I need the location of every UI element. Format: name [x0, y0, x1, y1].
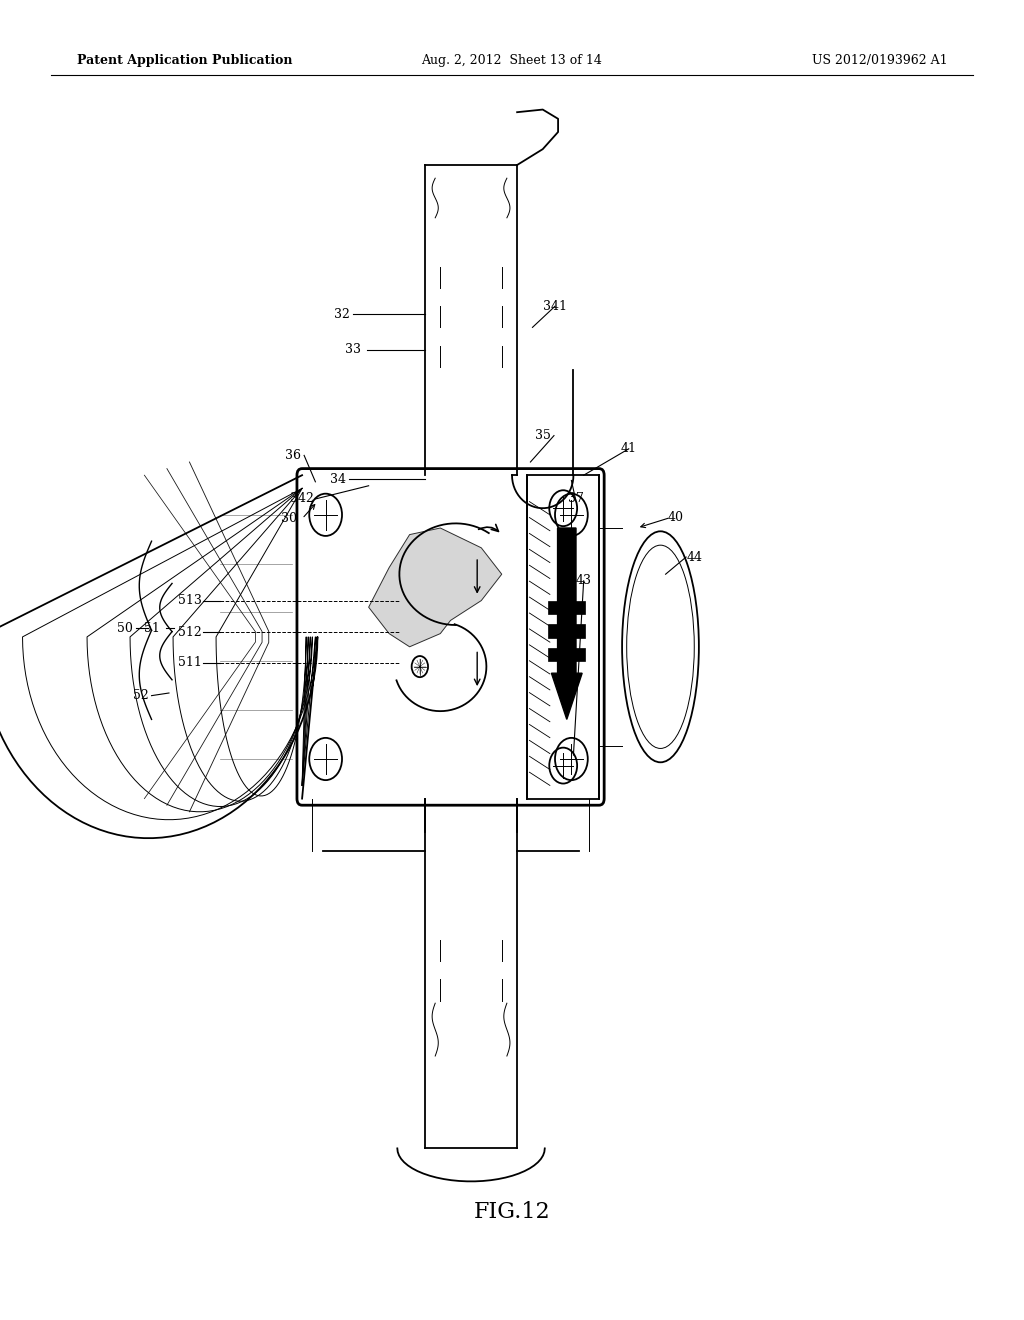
- Text: 34: 34: [330, 473, 346, 486]
- FancyArrow shape: [551, 528, 582, 719]
- Text: 52: 52: [133, 689, 150, 702]
- Text: 40: 40: [668, 511, 684, 524]
- Text: 512: 512: [177, 626, 202, 639]
- Text: 35: 35: [535, 429, 551, 442]
- Text: 342: 342: [290, 492, 314, 506]
- Text: 37: 37: [567, 492, 584, 506]
- Bar: [549, 601, 586, 614]
- Polygon shape: [369, 528, 502, 647]
- Text: 32: 32: [334, 308, 350, 321]
- Bar: [549, 648, 586, 661]
- Bar: [527, 475, 599, 799]
- Text: US 2012/0193962 A1: US 2012/0193962 A1: [812, 54, 947, 67]
- Text: 511: 511: [177, 656, 202, 669]
- Text: 30: 30: [281, 512, 297, 525]
- Text: 36: 36: [285, 449, 301, 462]
- Text: 41: 41: [621, 442, 637, 455]
- Text: 51: 51: [143, 622, 160, 635]
- Text: Aug. 2, 2012  Sheet 13 of 14: Aug. 2, 2012 Sheet 13 of 14: [422, 54, 602, 67]
- Text: 43: 43: [575, 574, 592, 587]
- Text: FIG.12: FIG.12: [474, 1201, 550, 1222]
- Text: 50: 50: [117, 622, 133, 635]
- Text: 341: 341: [543, 300, 567, 313]
- Text: 513: 513: [177, 594, 202, 607]
- Text: Patent Application Publication: Patent Application Publication: [77, 54, 292, 67]
- Text: 44: 44: [686, 550, 702, 564]
- Text: 33: 33: [345, 343, 361, 356]
- Bar: [549, 624, 586, 638]
